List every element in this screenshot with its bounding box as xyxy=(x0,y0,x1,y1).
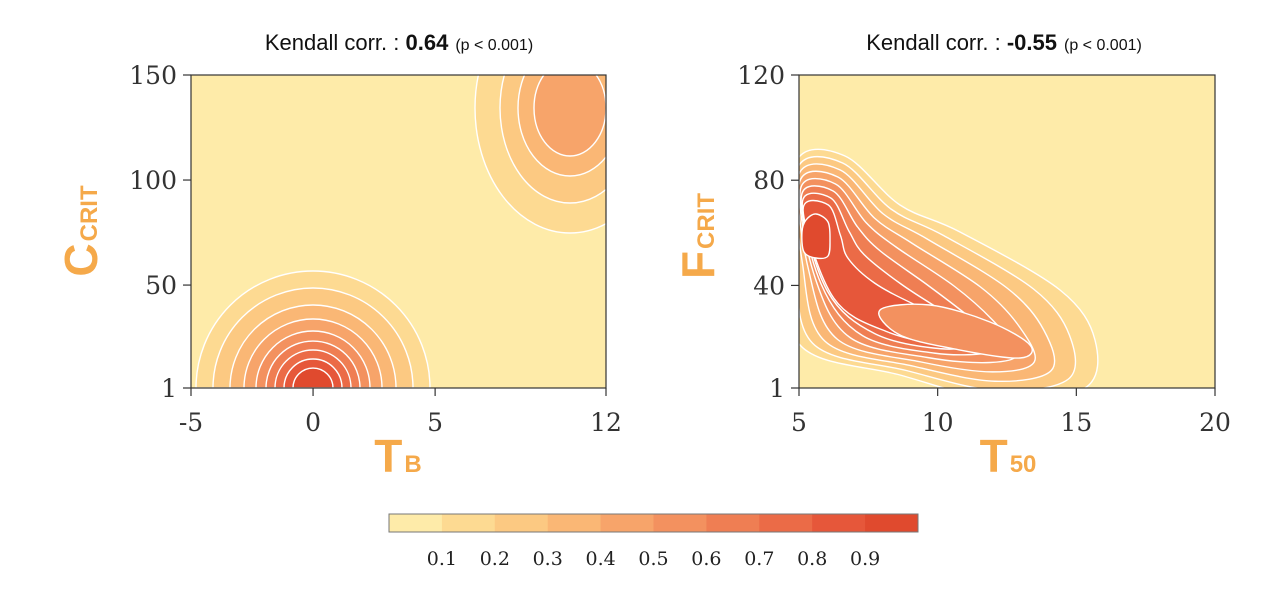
colorbar-swatch xyxy=(706,514,760,532)
panel-left-x-tick-label: 0 xyxy=(305,408,321,437)
panel-left-x-tick-label: -5 xyxy=(179,408,203,437)
panel-left-y-tick-label: 50 xyxy=(145,271,177,300)
colorbar-swatch xyxy=(441,514,496,532)
panel-left-y-label-main: C xyxy=(55,243,107,276)
panel-right: Kendall corr. : -0.55 (p < 0.001) 5 10 15 20… xyxy=(672,30,1231,482)
panel-left-y-tick-label: 1 xyxy=(161,374,177,403)
colorbar-tick-label: 0.2 xyxy=(480,548,510,570)
panel-left-x-label-sub: B xyxy=(404,451,421,478)
panel-right-y-axis: 1 40 80 120 xyxy=(737,61,799,403)
panel-left-y-label-sub: CRIT xyxy=(76,185,103,241)
panel-right-x-tick-label: 5 xyxy=(791,408,807,437)
panel-right-x-tick-label: 15 xyxy=(1060,408,1092,437)
panel-right-y-label-main: F xyxy=(672,251,724,279)
panel-right-contour-lobe xyxy=(878,303,1033,359)
panel-right-y-label: FCRIT xyxy=(672,193,724,279)
colorbar-tick-label: 0.4 xyxy=(585,548,615,570)
panel-left-contour-band xyxy=(292,367,334,388)
panel-right-y-tick-label: 1 xyxy=(769,374,785,403)
colorbar-swatch xyxy=(759,514,813,532)
panel-left-upper-contour-band xyxy=(533,75,606,157)
panel-left-title-suffix: (p < 0.001) xyxy=(455,37,533,54)
colorbar-tick-label: 0.9 xyxy=(850,548,880,570)
panel-right-contour-band xyxy=(801,213,831,260)
panel-left-title-value: 0.64 xyxy=(405,30,449,55)
panel-left-x-tick-label: 12 xyxy=(590,408,622,437)
panel-left-contours xyxy=(195,75,606,388)
panel-right-x-label-main: T xyxy=(980,430,1008,482)
panel-left-y-tick-label: 100 xyxy=(129,166,177,195)
colorbar-tick-label: 0.6 xyxy=(691,548,721,570)
panel-left-y-tick-label: 150 xyxy=(129,61,177,90)
colorbar-tick-label: 0.3 xyxy=(533,548,563,570)
panel-right-title-suffix: (p < 0.001) xyxy=(1064,37,1142,54)
panel-right-x-tick-label: 20 xyxy=(1199,408,1231,437)
colorbar: 0.1 0.2 0.3 0.4 0.5 0.6 0.7 0.8 0.9 xyxy=(388,513,919,570)
panel-left-title: Kendall corr. : 0.64 (p < 0.001) xyxy=(265,30,533,55)
panel-left: Kendall corr. : 0.64 (p < 0.001) -5 0 5 12 1… xyxy=(55,30,622,482)
panel-right-plot-frame xyxy=(798,74,1216,389)
panel-right-y-tick-label: 120 xyxy=(737,61,785,90)
colorbar-swatch xyxy=(600,514,654,532)
colorbar-frame xyxy=(388,513,919,533)
colorbar-tick-label: 0.8 xyxy=(797,548,827,570)
colorbar-tick-label: 0.7 xyxy=(744,548,774,570)
panel-left-x-label-main: T xyxy=(374,430,402,482)
panel-right-x-axis: 5 10 15 20 xyxy=(791,388,1231,437)
colorbar-tick-label: 0.5 xyxy=(638,548,668,570)
panel-left-x-axis: -5 0 5 12 xyxy=(179,388,622,437)
colorbar-swatch xyxy=(389,514,443,532)
panel-right-x-label: T50 xyxy=(980,430,1037,482)
colorbar-swatch xyxy=(494,514,549,532)
panel-left-plot-frame xyxy=(190,74,607,389)
panel-right-title-prefix: Kendall corr. : xyxy=(866,30,1007,55)
colorbar-swatch xyxy=(653,514,707,532)
panel-left-x-label: TB xyxy=(374,430,421,482)
panel-right-contours xyxy=(799,148,1099,388)
colorbar-swatch xyxy=(865,514,919,532)
panel-right-y-label-sub: CRIT xyxy=(693,193,720,249)
colorbar-swatch xyxy=(547,514,602,532)
panel-right-title: Kendall corr. : -0.55 (p < 0.001) xyxy=(866,30,1142,55)
colorbar-swatch xyxy=(812,514,866,532)
panel-left-x-tick-label: 5 xyxy=(427,408,443,437)
panel-right-title-value: -0.55 xyxy=(1007,30,1057,55)
panel-right-y-tick-label: 40 xyxy=(753,271,785,300)
panel-right-x-tick-label: 10 xyxy=(922,408,954,437)
panel-left-title-prefix: Kendall corr. : xyxy=(265,30,406,55)
colorbar-tick-label: 0.1 xyxy=(427,548,457,570)
panel-left-y-label: CCRIT xyxy=(55,185,107,277)
panel-right-x-label-sub: 50 xyxy=(1010,451,1037,478)
panel-right-y-tick-label: 80 xyxy=(753,166,785,195)
